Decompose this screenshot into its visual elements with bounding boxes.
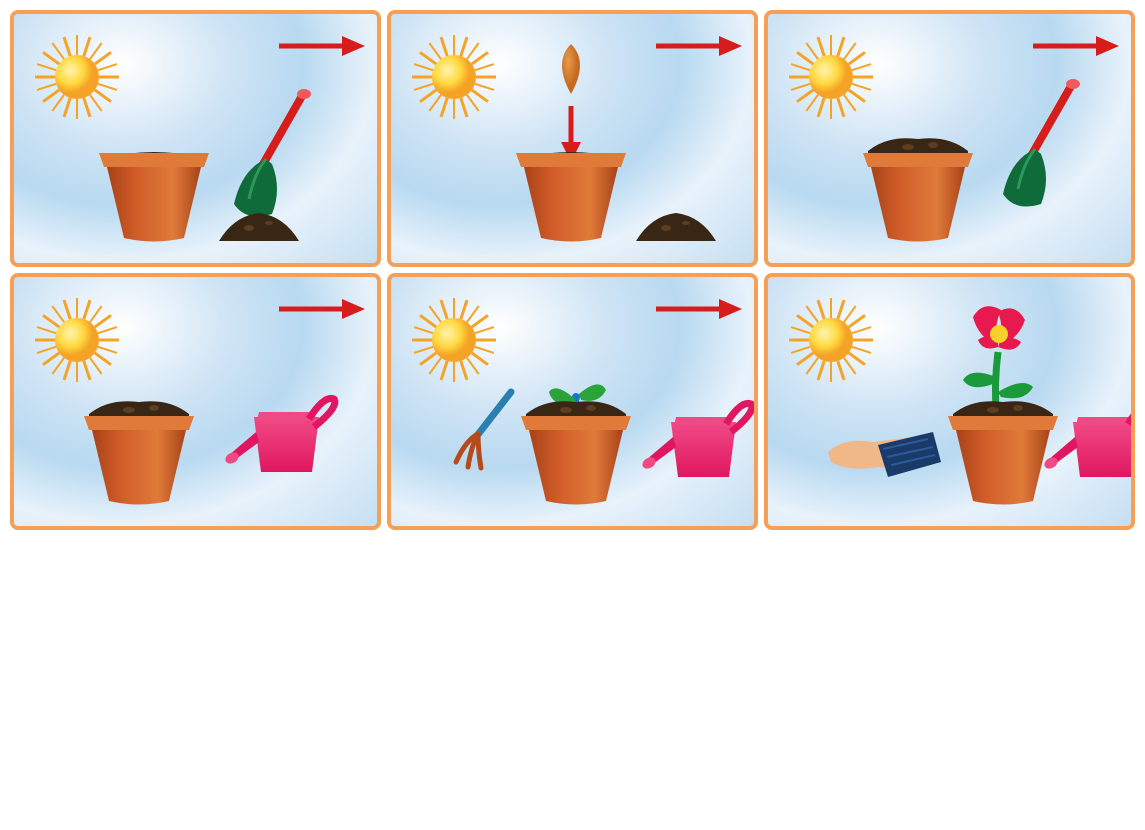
seed-icon: [551, 42, 591, 97]
watering-can-icon: [224, 387, 344, 477]
panel-step-6: [764, 273, 1135, 530]
pot-low-icon: [506, 133, 636, 243]
pot-full-icon: [853, 133, 983, 243]
sun-icon: [409, 295, 499, 385]
pot-full-icon: [511, 396, 641, 506]
pot-full-icon: [938, 396, 1068, 506]
pot-low-icon: [89, 133, 219, 243]
panel-step-3: [764, 10, 1135, 267]
panel-step-4: [10, 273, 381, 530]
shovel-icon: [224, 84, 324, 224]
shovel-icon: [993, 74, 1093, 214]
sun-icon: [32, 32, 122, 122]
panel-step-1: [10, 10, 381, 267]
sun-icon: [786, 295, 876, 385]
sun-icon: [786, 32, 876, 122]
sun-icon: [409, 32, 499, 122]
arrow-next-icon: [654, 34, 744, 59]
arrow-next-icon: [277, 297, 367, 322]
panel-step-2: [387, 10, 758, 267]
arrow-next-icon: [654, 297, 744, 322]
soil-pile-icon: [214, 208, 304, 243]
hand-cloth-icon: [823, 407, 943, 487]
arrow-next-icon: [277, 34, 367, 59]
panel-step-5: [387, 273, 758, 530]
soil-pile-icon: [631, 208, 721, 243]
sun-icon: [32, 295, 122, 385]
sequence-grid: [10, 10, 1135, 530]
watering-can-icon: [641, 392, 758, 482]
pot-full-icon: [74, 396, 204, 506]
arrow-next-icon: [1031, 34, 1121, 59]
